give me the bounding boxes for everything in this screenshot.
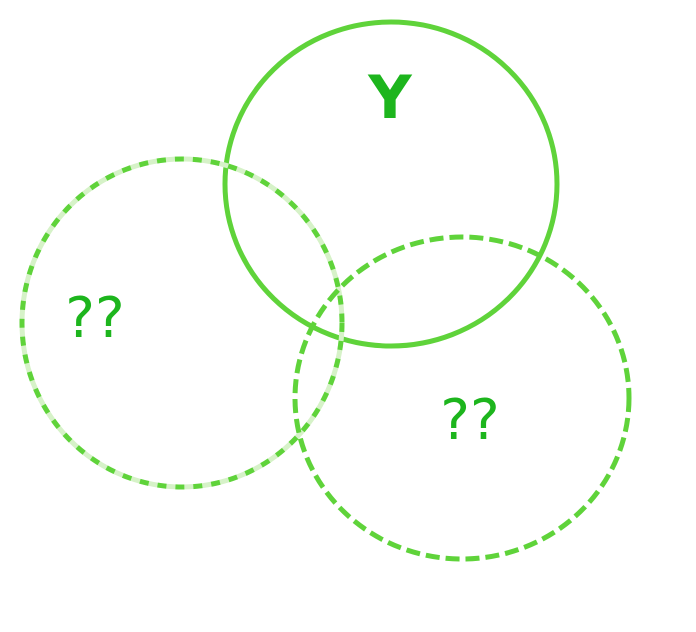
- label-right: ??: [440, 388, 499, 453]
- label-left: ??: [65, 286, 124, 351]
- label-top: Y: [367, 63, 413, 133]
